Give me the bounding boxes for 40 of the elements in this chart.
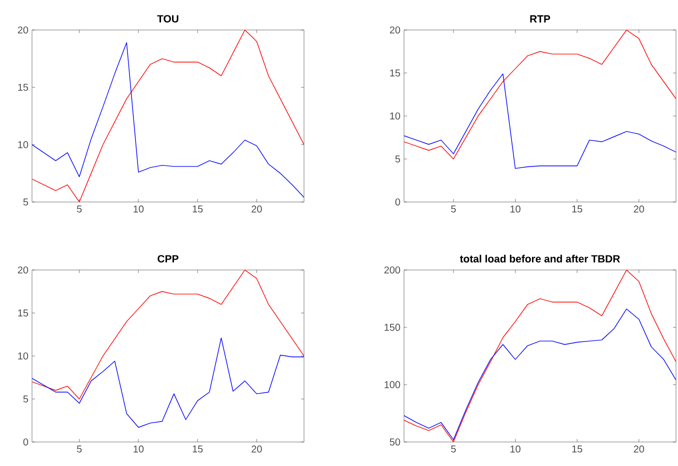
- x-tick-label: 15: [572, 206, 582, 212]
- y-tick-label: 5: [395, 156, 400, 162]
- x-tick-label: 10: [134, 206, 144, 213]
- line-series: [404, 308, 676, 440]
- x-tick-label: 15: [192, 446, 203, 452]
- x-tick-label: 5: [76, 446, 82, 452]
- y-tick-label: 15: [18, 84, 28, 91]
- x-tick-label: 20: [634, 446, 644, 453]
- chart-title: RTP: [530, 15, 550, 22]
- x-tick-label: 10: [510, 446, 520, 453]
- chart-title: CPP: [158, 255, 178, 262]
- y-tick-label: 150: [384, 324, 400, 331]
- y-tick-label: 200: [384, 266, 400, 274]
- y-tick-label: 10: [18, 141, 28, 148]
- x-tick-label: 20: [634, 206, 644, 213]
- y-tick-label: 100: [384, 381, 400, 388]
- x-tick-label: 5: [76, 206, 82, 212]
- y-tick-label: 5: [23, 198, 28, 206]
- x-tick-label: 10: [510, 206, 520, 213]
- x-tick-label: 15: [192, 206, 203, 212]
- y-tick-label: 20: [18, 266, 28, 274]
- chart-title: TOU: [157, 15, 178, 22]
- y-tick-label: 10: [390, 112, 400, 120]
- line-series: [32, 338, 304, 428]
- x-tick-label: 20: [252, 206, 262, 213]
- y-tick-label: 5: [23, 396, 28, 402]
- chart-title: total load before and after TBDR: [460, 254, 620, 262]
- y-tick-label: 50: [390, 438, 400, 446]
- y-tick-label: 15: [18, 310, 28, 316]
- x-tick-label: 20: [252, 446, 262, 453]
- x-tick-label: 5: [451, 446, 456, 452]
- x-tick-label: 10: [134, 446, 144, 453]
- y-tick-label: 0: [395, 198, 400, 206]
- x-tick-label: 15: [572, 446, 582, 452]
- y-tick-label: 20: [18, 26, 28, 34]
- y-tick-label: 20: [390, 26, 400, 34]
- y-tick-label: 0: [23, 438, 28, 446]
- y-tick-label: 15: [390, 70, 400, 76]
- y-tick-label: 10: [18, 352, 28, 360]
- x-tick-label: 5: [451, 206, 456, 212]
